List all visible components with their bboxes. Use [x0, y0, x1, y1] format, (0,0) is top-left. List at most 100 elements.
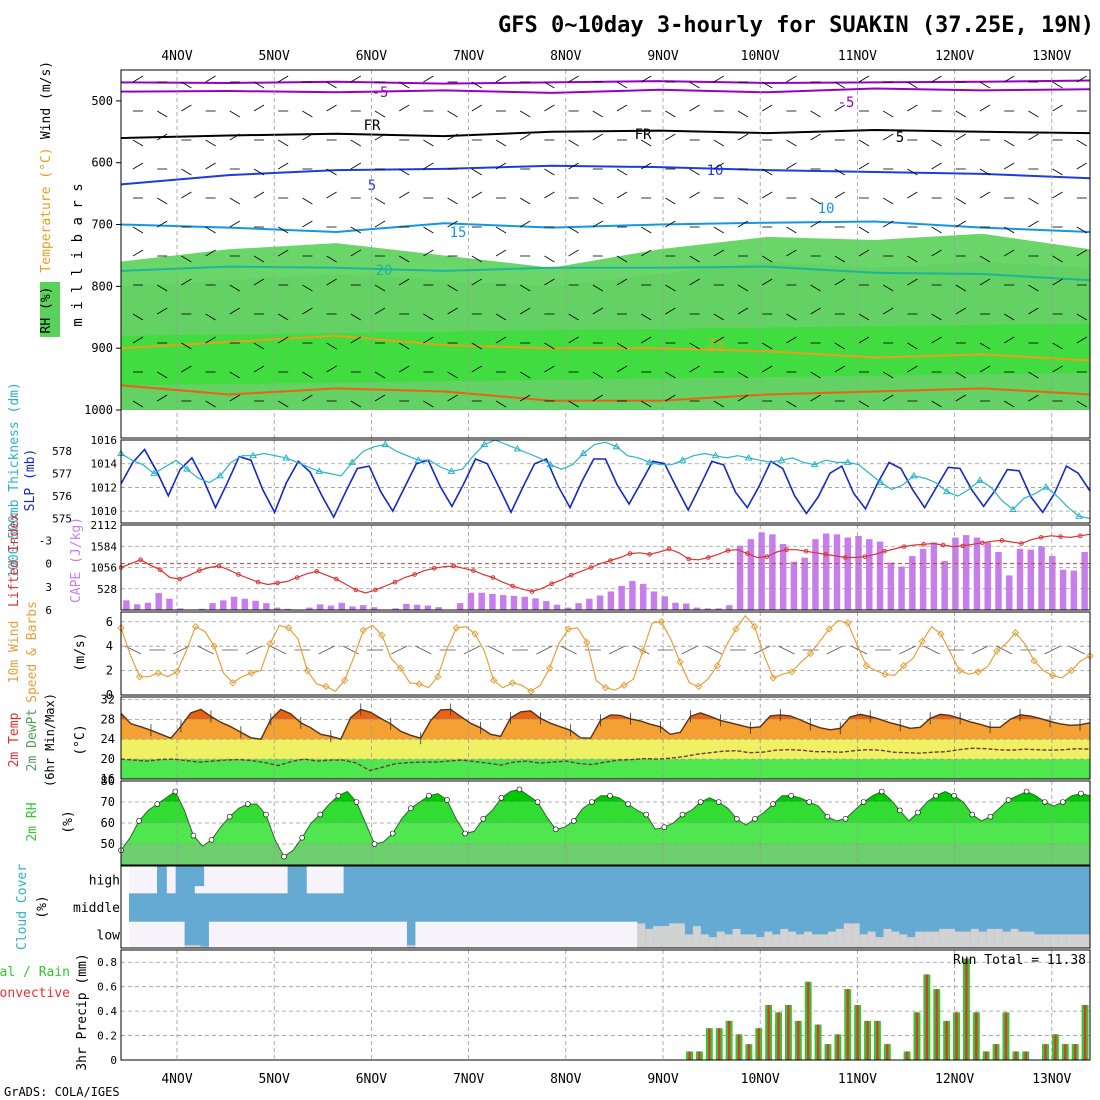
cape-bar [273, 607, 281, 610]
thickness-marker [1009, 505, 1017, 513]
wind-barb [350, 226, 362, 234]
wind-barb [495, 249, 507, 257]
wind-barb [737, 394, 749, 402]
wind-barb [229, 284, 241, 292]
wind-barb [931, 400, 942, 408]
cloud-middle-bar [229, 893, 240, 922]
wind-barb [786, 162, 797, 170]
wind-barb [640, 249, 652, 257]
wind-marker [210, 642, 218, 650]
wind-barb [205, 336, 216, 344]
wind-barb [1052, 342, 1063, 350]
wind-barb [415, 645, 432, 655]
wind-barb [786, 226, 797, 234]
cloud-low-bar [772, 934, 781, 948]
cloud-high-bar [483, 866, 494, 895]
li-marker [627, 551, 633, 556]
ytick-label: 1000 [84, 403, 113, 417]
wind-barb [156, 110, 168, 118]
cloud-middle-bar [769, 893, 780, 922]
li-marker [1058, 534, 1063, 539]
cloud-high-bar [343, 866, 354, 895]
wind-barb [1052, 81, 1063, 89]
wind-marker [285, 624, 293, 632]
cloud-high-bar [184, 866, 195, 895]
top-day-label: 7NOV [453, 49, 484, 64]
top-day-label: 9NOV [647, 49, 678, 64]
wind-barb [931, 313, 942, 321]
rh-axis-label: 2m RH [25, 802, 40, 841]
wind-marker [489, 676, 498, 685]
cloud-low-bar [192, 945, 201, 948]
rh-marker [208, 836, 215, 843]
cloud-middle-bar [1080, 893, 1091, 922]
wind-barb [374, 394, 386, 402]
wind-barb [205, 75, 216, 83]
cloud-low-bar [947, 928, 956, 948]
cloud-high-bar [679, 866, 690, 895]
cloud-high-bar [567, 866, 578, 895]
wind-barb [1003, 139, 1015, 147]
rh-marker [643, 811, 650, 818]
rh-band [121, 789, 1090, 802]
rh-marker [154, 801, 161, 807]
wind-barb [689, 81, 700, 89]
cloud-middle-bar [330, 893, 341, 922]
wind-barb [205, 249, 216, 257]
contour-label: FR [364, 118, 381, 134]
wind-barb [810, 220, 821, 228]
wind-barb [302, 284, 313, 292]
li-marker [647, 552, 652, 557]
cloud-middle-bar [485, 893, 496, 922]
wind-barb [858, 162, 870, 170]
wind-marker [266, 640, 274, 648]
thickness-marker [711, 451, 720, 459]
li-marker [549, 581, 554, 587]
wind-barb [181, 81, 192, 89]
rh-marker [987, 813, 994, 820]
wind-barb [156, 371, 168, 379]
li-marker [725, 548, 731, 553]
panel-pressure-profile: -5 -5 FR FR 5 5 10 10 15 20 25 500 600 700 800 900 1000 m… [39, 61, 1091, 439]
wind-barb [519, 371, 531, 379]
wind-barb [156, 394, 168, 402]
thickness-marker [678, 456, 687, 463]
rh-marker [679, 811, 686, 818]
wind-barb [253, 255, 265, 263]
wind-barb [1052, 191, 1063, 199]
li-tick-label: 3 [45, 581, 52, 594]
rh-marker [1060, 799, 1066, 805]
wind-barb [834, 168, 846, 176]
wind-barb [1052, 168, 1063, 176]
wind-marker [1011, 629, 1020, 637]
wind-barb [640, 75, 652, 83]
temperature-side-label: Temperature (°C) [39, 147, 54, 272]
cloud-middle-bar [897, 893, 908, 922]
wind-barb [350, 75, 362, 83]
wind-barb [326, 104, 337, 112]
rh-band [121, 823, 1090, 844]
wind-marker [434, 672, 442, 681]
thickness-marker [183, 465, 191, 472]
precip-convective-bar [955, 1012, 958, 1060]
wind-barb [761, 365, 773, 373]
temp-axis-label: 2m Temp [7, 712, 22, 767]
wind-marker [229, 679, 237, 687]
wind-barb [302, 371, 313, 379]
wind-marker [601, 683, 610, 692]
wind-barb [640, 162, 652, 170]
cloud-middle-bar [870, 893, 880, 922]
wind-barb [882, 307, 894, 315]
wind-barb [761, 168, 773, 176]
bottom-day-label: 8NOV [550, 1072, 581, 1087]
wind-barb [205, 162, 216, 170]
wind-marker [173, 668, 181, 676]
cloud-high-bar [950, 866, 960, 895]
cape-bar [618, 585, 625, 610]
wind-barb [665, 371, 676, 379]
li-marker [705, 555, 711, 560]
li-axis-label: Lifted Index [7, 513, 22, 607]
wind-barb [1052, 365, 1063, 373]
wind-barb [1076, 313, 1088, 321]
